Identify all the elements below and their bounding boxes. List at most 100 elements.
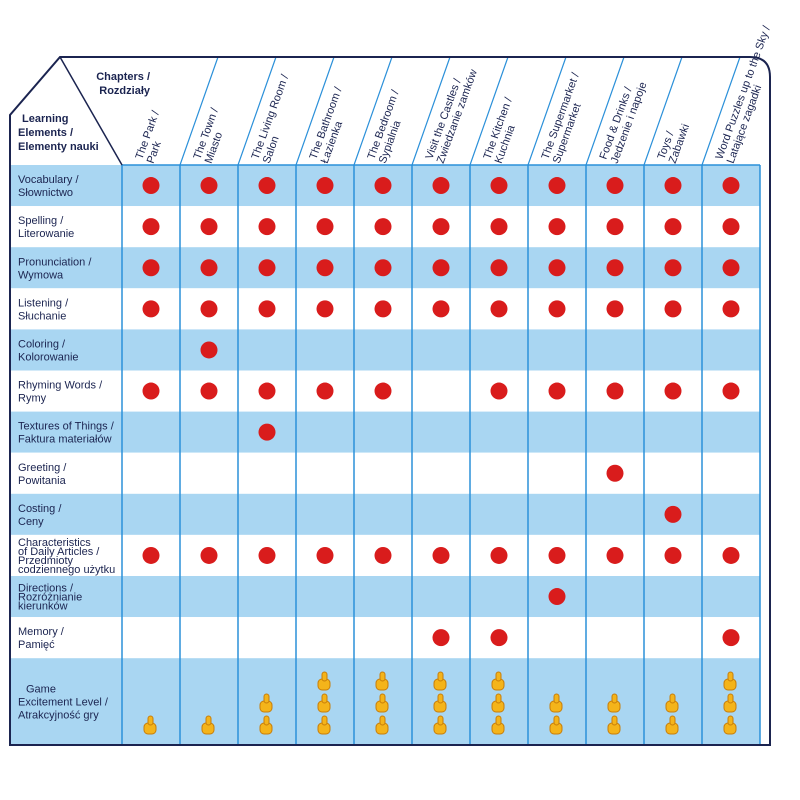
thumb-finger [321, 693, 328, 704]
row-label: Faktura materiałów [18, 434, 112, 446]
dot [548, 382, 566, 400]
dot [142, 218, 160, 236]
dot [490, 300, 508, 318]
dot [722, 300, 740, 318]
dot [258, 259, 276, 277]
dot [374, 259, 392, 277]
column-header: The Bedroom /Sypialnia [366, 88, 404, 165]
dot [722, 629, 740, 647]
dot [258, 546, 276, 564]
row-label: Rymy [18, 393, 47, 405]
row-label: Pamięć [18, 639, 55, 651]
row-band [10, 617, 760, 659]
thumb-icon [723, 715, 737, 735]
row-label: Memory / [18, 626, 65, 638]
thumb-finger [379, 671, 386, 682]
row-label: Textures of Things / [18, 421, 115, 433]
game-label: Atrakcyjność gry [18, 710, 99, 722]
dot [316, 300, 334, 318]
corner-chapters: Rozdziały [99, 85, 151, 97]
column-header: Visit the Castles /Zwiedzanie zamków [424, 68, 480, 165]
dot [664, 300, 682, 318]
dot [722, 218, 740, 236]
dot [490, 177, 508, 195]
row-label: Pronunciation / [18, 256, 92, 268]
row-label: Spelling / [18, 215, 64, 227]
game-label: Excitement Level / [18, 697, 109, 709]
header-line [237, 56, 277, 166]
dot [316, 382, 334, 400]
dot [200, 177, 218, 195]
dot [200, 300, 218, 318]
header-line [295, 56, 335, 166]
thumb-icon [723, 671, 737, 691]
dot [606, 300, 624, 318]
row-label: Słownictwo [18, 187, 73, 199]
row-band [10, 411, 760, 453]
thumb-icon [491, 671, 505, 691]
column-header: Toys /Zabawki [656, 123, 693, 166]
thumb-finger [263, 693, 270, 704]
thumb-finger [727, 715, 734, 726]
row-band [10, 452, 760, 494]
dot [548, 218, 566, 236]
column-header: The Bathroom /Łazienka [308, 85, 346, 165]
dot [606, 177, 624, 195]
header-line [585, 56, 625, 166]
dot [548, 546, 566, 564]
column-header: Word Puzzles up to the Sky /Latające zag… [714, 24, 774, 166]
dot [374, 177, 392, 195]
dot [432, 218, 450, 236]
thumb-icon [607, 715, 621, 735]
row-label: Greeting / [18, 462, 67, 474]
header-line [527, 56, 567, 166]
row-band [10, 493, 760, 535]
row-band [10, 576, 760, 618]
header-line [411, 56, 451, 166]
dot [548, 300, 566, 318]
dot [142, 546, 160, 564]
row-label: Coloring / [18, 338, 66, 350]
dot [142, 259, 160, 277]
dot [432, 629, 450, 647]
dot [664, 505, 682, 523]
dot [316, 259, 334, 277]
thumb-icon [143, 715, 157, 735]
dot [258, 423, 276, 441]
row-label: Vocabulary / [18, 174, 79, 186]
row-label: kierunków [18, 601, 68, 613]
dot [142, 177, 160, 195]
thumb-finger [379, 693, 386, 704]
thumb-finger [727, 693, 734, 704]
dot [548, 259, 566, 277]
thumb-finger [611, 715, 618, 726]
dot [664, 382, 682, 400]
row-label: Przedmioty [18, 555, 74, 567]
corner-learning: Elements / [18, 127, 73, 139]
dot [722, 382, 740, 400]
thumb-icon [607, 693, 621, 713]
thumb-finger [321, 715, 328, 726]
thumb-finger [669, 715, 676, 726]
row-label: of Daily Articles / [18, 546, 100, 558]
thumb-icon [375, 693, 389, 713]
dot [432, 259, 450, 277]
game-label: Game [26, 684, 56, 696]
thumb-icon [259, 693, 273, 713]
thumb-finger [437, 693, 444, 704]
thumb-icon [317, 671, 331, 691]
column-header: The Park /Park [134, 108, 164, 165]
thumb-icon [433, 715, 447, 735]
dot [374, 546, 392, 564]
corner-learning: Elementy nauki [18, 141, 99, 153]
dot [374, 382, 392, 400]
dot [606, 218, 624, 236]
dot [200, 259, 218, 277]
dot [548, 588, 566, 606]
dot [722, 546, 740, 564]
thumb-icon [259, 715, 273, 735]
dot [722, 177, 740, 195]
dot [316, 546, 334, 564]
row-label: Kolorowanie [18, 351, 79, 363]
header-line [179, 56, 219, 166]
